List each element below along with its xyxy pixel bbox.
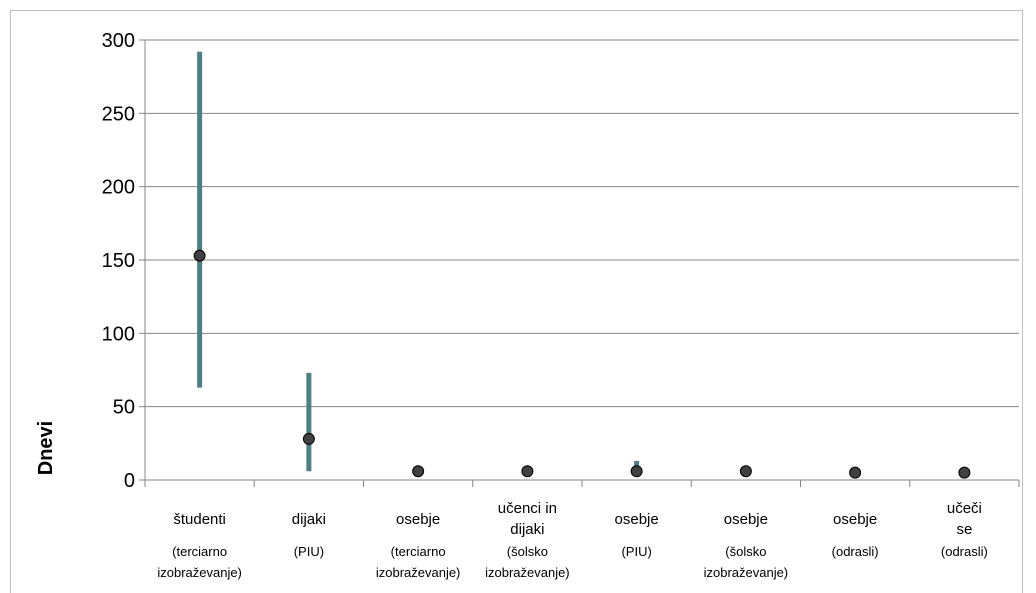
y-tick-label: 300 (102, 30, 135, 52)
data-point (739, 465, 752, 478)
y-axis-ticks: 0 50 100 150 200 250 300 (102, 30, 145, 492)
category-sublabel: (PIU) (621, 544, 651, 559)
category-label: osebje (833, 511, 877, 528)
data-point (412, 465, 425, 478)
category-label: učenci in (498, 500, 557, 517)
category-label: osebje (396, 511, 440, 528)
category-label: učeči (947, 500, 982, 517)
range-bars (197, 51, 640, 472)
x-axis (144, 40, 1020, 487)
category-label: študenti (173, 511, 226, 528)
y-tick-label: 250 (102, 103, 135, 125)
category-sublabel: izobraževanje) (704, 565, 789, 580)
category-label: dijaki (292, 511, 326, 528)
category-sublabel: (odrasli) (832, 544, 879, 559)
data-point (630, 465, 643, 478)
x-axis-labels: študenti (terciarno izobraževanje) dijaki (P… (157, 500, 988, 580)
category-sublabel: izobraževanje) (485, 565, 570, 580)
data-point (193, 249, 206, 262)
category-sublabel: (odrasli) (941, 544, 988, 559)
data-point (849, 466, 862, 479)
data-point (521, 465, 534, 478)
y-tick-label: 0 (124, 470, 135, 492)
data-point (302, 432, 315, 445)
grid-lines (145, 39, 1019, 481)
y-tick-label: 100 (102, 323, 135, 345)
y-axis-label: Dnevi (35, 421, 57, 475)
category-sublabel: (terciarno (172, 544, 227, 559)
category-label: osebje (615, 511, 659, 528)
category-label: dijaki (510, 521, 544, 538)
category-sublabel: (šolsko (725, 544, 766, 559)
category-sublabel: izobraževanje) (157, 565, 242, 580)
category-label: se (956, 521, 972, 538)
category-sublabel: izobraževanje) (376, 565, 461, 580)
y-tick-label: 150 (102, 250, 135, 272)
category-sublabel: (šolsko (507, 544, 548, 559)
category-sublabel: (PIU) (294, 544, 324, 559)
category-label: osebje (724, 511, 768, 528)
category-sublabel: (terciarno (391, 544, 446, 559)
data-points (193, 249, 971, 479)
chart-frame (10, 10, 1023, 593)
y-tick-label: 200 (102, 177, 135, 199)
data-point (958, 466, 971, 479)
y-tick-label: 50 (113, 397, 135, 419)
